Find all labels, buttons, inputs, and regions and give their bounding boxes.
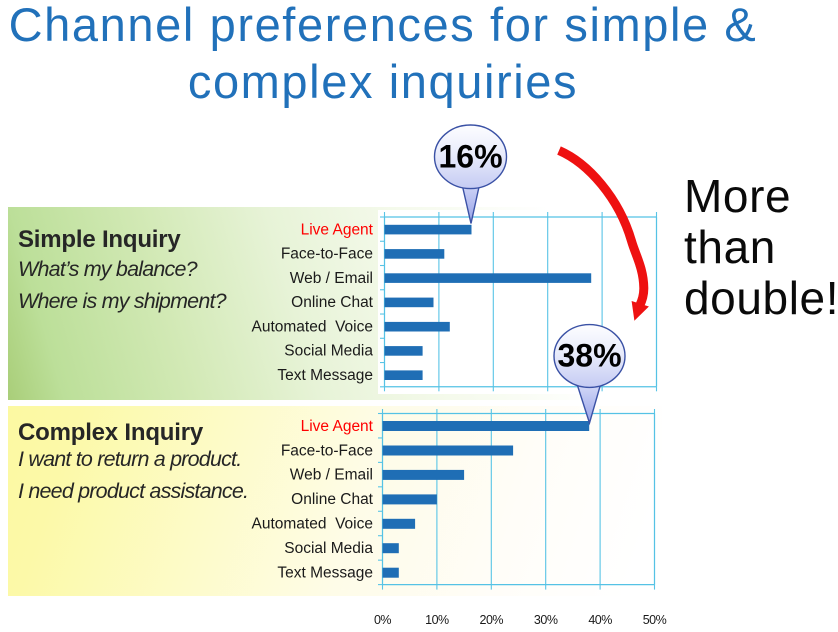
svg-text:Automated Voice: Automated Voice xyxy=(252,319,374,336)
svg-text:Web / Email: Web / Email xyxy=(290,270,373,287)
svg-text:Automated Voice: Automated Voice xyxy=(252,516,374,533)
svg-text:Web / Email: Web / Email xyxy=(290,467,373,484)
svg-text:Face-to-Face: Face-to-Face xyxy=(281,442,373,459)
svg-text:Live Agent: Live Agent xyxy=(301,221,374,238)
svg-text:40%: 40% xyxy=(588,613,612,627)
svg-text:16%: 16% xyxy=(438,139,502,175)
svg-text:0%: 0% xyxy=(374,613,391,627)
svg-text:30%: 30% xyxy=(534,613,558,627)
svg-text:50%: 50% xyxy=(643,613,667,627)
svg-text:Social Media: Social Media xyxy=(284,540,373,557)
svg-text:Text Message: Text Message xyxy=(277,367,373,384)
svg-text:Live Agent: Live Agent xyxy=(301,418,374,435)
svg-text:38%: 38% xyxy=(557,337,621,373)
svg-text:Social Media: Social Media xyxy=(284,343,373,360)
svg-text:Face-to-Face: Face-to-Face xyxy=(281,246,373,263)
svg-text:Online Chat: Online Chat xyxy=(291,491,374,508)
svg-text:Text Message: Text Message xyxy=(277,565,373,582)
svg-text:Online Chat: Online Chat xyxy=(291,294,374,311)
svg-text:10%: 10% xyxy=(425,613,449,627)
svg-text:20%: 20% xyxy=(480,613,504,627)
